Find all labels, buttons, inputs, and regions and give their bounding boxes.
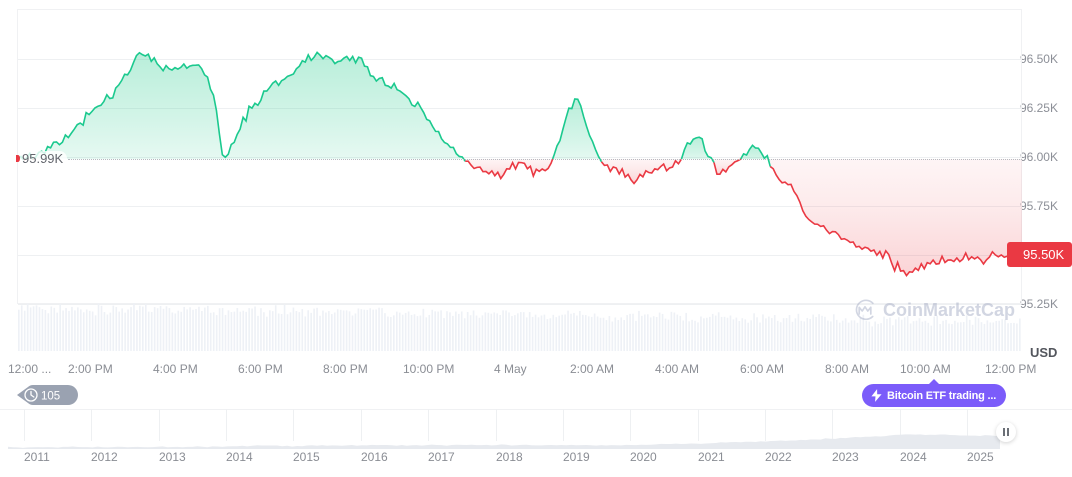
svg-text:105: 105 xyxy=(41,391,60,403)
